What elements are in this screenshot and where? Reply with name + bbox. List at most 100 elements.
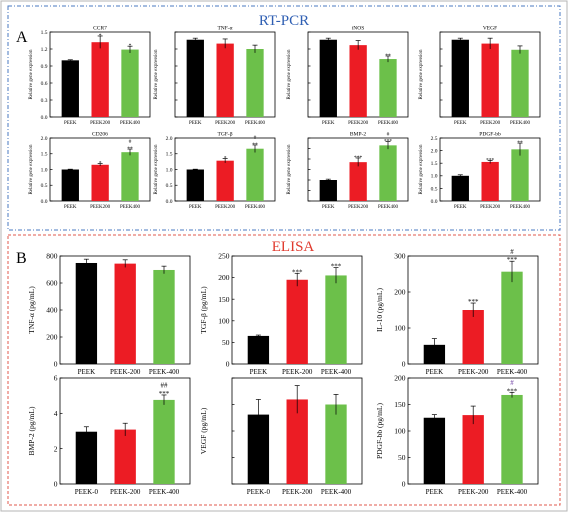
x-tick-label: PEEK: [322, 205, 335, 210]
y-tick-label: 1.5: [41, 152, 48, 158]
bar-2: [286, 399, 308, 484]
y-tick-label: 2.5: [431, 136, 438, 142]
y-axis-label: IL-10 (pg/mL): [375, 288, 384, 332]
bar-3: [153, 399, 175, 484]
chart-title: VEGF: [483, 26, 497, 32]
bar-1: [423, 417, 446, 484]
x-tick-label: PEEK: [454, 205, 467, 210]
y-tick-label: 0.5: [166, 183, 173, 189]
y-tick-label: 100: [394, 324, 406, 333]
x-tick-label: PEEK: [426, 368, 444, 376]
x-tick-label: PEEK-400: [321, 368, 352, 376]
x-tick-label: PEEK400: [120, 205, 141, 210]
y-tick-label: 100: [394, 427, 406, 436]
x-tick-label: PEEK400: [245, 121, 266, 126]
x-tick-label: PEEK-200: [282, 368, 313, 376]
significance-mark: **: [127, 146, 133, 152]
x-tick-label: PEEK-200: [110, 368, 141, 376]
chart-tgfb_pcr: 0.0 0.5 1.0 1.5 2.0 Relative gene expression T…: [154, 132, 276, 210]
x-tick-label: PEEK-400: [149, 488, 180, 496]
bar-1: [75, 262, 98, 364]
y-tick-label: 0.3: [41, 98, 48, 104]
significance-mark: *: [224, 155, 227, 161]
y-axis-label: VEGF (pg/mL): [199, 407, 208, 454]
chart-title: PDGF-bb: [479, 132, 501, 138]
y-tick-label: 200: [394, 374, 406, 383]
bar-2: [481, 43, 499, 117]
significance-mark: ***: [331, 263, 342, 271]
bar-3: [246, 49, 264, 117]
chart-pdgfbb_elisa: 0 50 100 150 200 PDGF-bb (pg/mL) PEEK PEEK-200 *…: [375, 374, 539, 496]
y-tick-label: 200: [46, 333, 58, 342]
y-tick-label: 0.5: [431, 186, 438, 192]
y-tick-label: 6: [54, 374, 58, 383]
y-tick-label: 50: [398, 453, 406, 462]
x-tick-label: PEEK-200: [458, 368, 489, 376]
y-axis-label: Relative gene expression: [29, 49, 34, 99]
section-b-letter: B: [16, 250, 27, 267]
bar-1: [451, 39, 469, 117]
bar-2: [114, 429, 136, 484]
chart-vegf_pcr: Relative gene expression VEGF PEEK PEEK200 P…: [419, 26, 541, 126]
y-tick-label: 600: [46, 279, 58, 288]
bar-2: [286, 279, 308, 364]
significance-mark: ##: [161, 382, 169, 390]
x-tick-label: PEEK-400: [321, 488, 352, 496]
bar-2: [349, 45, 367, 117]
y-tick-label: 400: [46, 306, 58, 315]
y-tick-label: 150: [218, 295, 230, 304]
bar-1: [186, 39, 204, 117]
x-tick-label: PEEK400: [378, 121, 399, 126]
section-b-frame: [7, 234, 561, 506]
y-axis-label: PDGF-bb (pg/mL): [375, 402, 384, 459]
y-tick-label: 0: [402, 360, 406, 369]
bar-1: [319, 39, 337, 117]
x-tick-label: PEEK-0: [247, 488, 271, 496]
bar-3: [379, 145, 397, 201]
significance-mark: #: [129, 139, 132, 145]
bar-2: [462, 310, 484, 364]
x-tick-label: PEEK400: [378, 205, 399, 210]
chart-title: CCR7: [93, 26, 107, 32]
section-b: B ELISA: [7, 234, 561, 506]
y-tick-label: 1.0: [166, 167, 173, 173]
y-tick-label: 1.0: [431, 174, 438, 180]
y-tick-label: 1.0: [41, 167, 48, 173]
section-a-frame: [7, 5, 561, 231]
x-tick-label: PEEK-0: [75, 488, 99, 496]
x-tick-label: PEEK-200: [110, 488, 141, 496]
y-tick-label: 1.5: [431, 161, 438, 167]
chart-title: TGF-β: [217, 132, 232, 138]
y-tick-label: 0.0: [166, 199, 173, 205]
chart-vegf_elisa: VEGF (pg/mL) PEEK-0 PEEK-200 PEEK-400: [199, 377, 363, 496]
x-tick-label: PEEK: [250, 368, 268, 376]
bar-2: [481, 161, 499, 201]
y-tick-label: 2.0: [431, 149, 438, 155]
y-axis-label: TNF-α (pg/mL): [27, 286, 36, 334]
y-tick-label: 2.0: [41, 136, 48, 142]
y-tick-label: 50: [222, 338, 230, 347]
bar-3: [325, 275, 347, 364]
x-tick-label: PEEK-400: [497, 368, 528, 376]
bar-1: [451, 175, 469, 201]
x-tick-label: PEEK: [189, 205, 202, 210]
chart-inos: Relative gene expression iNOS PEEK PEEK200 *…: [287, 26, 409, 126]
significance-mark: #: [387, 131, 390, 137]
bar-3: [501, 271, 523, 364]
significance-mark: ***: [468, 298, 479, 306]
y-tick-label: 200: [218, 273, 230, 282]
significance-mark: **: [517, 140, 523, 146]
bar-3: [153, 269, 175, 364]
bar-1: [319, 180, 337, 201]
bar-1: [186, 169, 204, 201]
x-tick-label: PEEK200: [480, 205, 501, 210]
section-a-letter: A: [16, 29, 28, 46]
chart-cd206: 0.0 0.5 1.0 1.5 2.0 Relative gene expression C…: [29, 132, 151, 210]
x-tick-label: PEEK: [64, 205, 77, 210]
chart-il10_elisa: 0 100 200 300 IL-10 (pg/mL) PEEK *** PEEK-200 **…: [375, 248, 539, 376]
y-tick-label: 100: [218, 316, 230, 325]
y-tick-label: 200: [394, 288, 406, 297]
x-tick-label: PEEK200: [348, 121, 369, 126]
significance-mark: *: [99, 161, 102, 167]
bar-2: [91, 42, 109, 118]
